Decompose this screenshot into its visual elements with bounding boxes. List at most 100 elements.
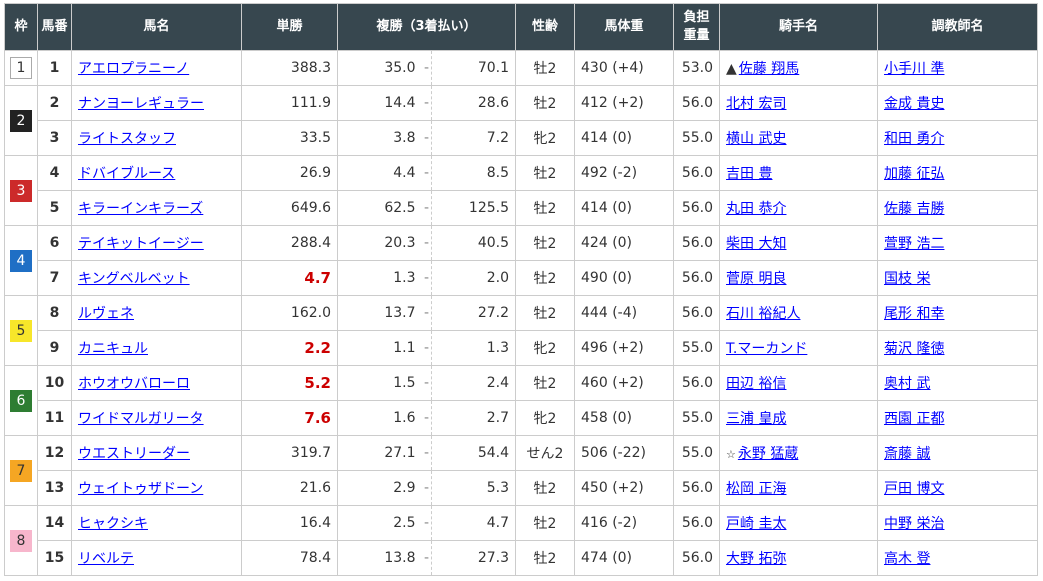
horse-name-link[interactable]: キラーインキラーズ	[78, 201, 204, 217]
table-row: 15 リベルテ 78.4 13.8 -27.3 牡2 474 (0) 56.0 大野 拓弥 高木…	[5, 540, 1039, 576]
place-odds-min-value: 4.4	[393, 165, 416, 181]
horse-name-link[interactable]: ライトスタッフ	[78, 131, 176, 147]
body-weight: 414 (0)	[574, 190, 675, 226]
jockey-link[interactable]: 永野 猛蔵	[737, 446, 799, 462]
horse-name-link[interactable]: ルヴェネ	[78, 306, 134, 322]
place-odds-min-value: 1.5	[393, 375, 416, 391]
apprentice-mark: ▲	[726, 61, 737, 77]
jockey-link[interactable]: 石川 裕紀人	[726, 306, 801, 322]
waku-cell: 3	[4, 155, 38, 226]
horse-name-link[interactable]: ウエストリーダー	[78, 446, 190, 462]
jockey-link[interactable]: 柴田 大知	[726, 236, 787, 252]
place-odds-min-value: 27.1	[384, 445, 416, 461]
waku-badge: 4	[10, 249, 32, 272]
win-odds: 2.2	[241, 330, 338, 366]
horse-name-link[interactable]: テイキットイージー	[78, 236, 204, 252]
waku-cell: 6	[4, 365, 38, 436]
jockey-link[interactable]: 吉田 豊	[726, 166, 773, 182]
place-odds-min: 1.3 -	[337, 260, 432, 296]
trainer-link[interactable]: 国枝 栄	[884, 271, 931, 287]
range-dash: -	[423, 60, 429, 76]
horse-name-link[interactable]: ドバイブルース	[78, 166, 176, 182]
range-dash: -	[423, 270, 429, 286]
header-row: 枠 馬番 馬名 単勝 複勝（3着払い） 性齢 馬体重 負担重量 騎手名 調教師名	[4, 3, 1039, 51]
trainer-link[interactable]: 佐藤 吉勝	[884, 201, 945, 217]
waku-cell: 4	[4, 225, 38, 296]
trainer-link[interactable]: 斎藤 誠	[884, 446, 931, 462]
burden-weight: 53.0	[673, 50, 721, 86]
waku-badge: 2	[10, 109, 32, 132]
place-odds-min-value: 1.3	[393, 270, 416, 286]
horse-number: 5	[37, 190, 72, 226]
body-weight: 496 (+2)	[574, 330, 675, 366]
trainer-link[interactable]: 萱野 浩二	[884, 236, 945, 252]
place-odds-max: 27.3	[431, 540, 517, 576]
range-dash: -	[423, 95, 429, 111]
trainer-link[interactable]: 西園 正都	[884, 411, 945, 427]
horse-number: 4	[37, 155, 72, 191]
jockey-link[interactable]: 松岡 正海	[726, 481, 787, 497]
jockey-link[interactable]: T.マーカンド	[726, 341, 808, 357]
horse-name-cell: ルヴェネ	[71, 295, 242, 331]
jockey-link[interactable]: 三浦 皇成	[726, 411, 787, 427]
trainer-link[interactable]: 金成 貴史	[884, 96, 945, 112]
burden-weight: 56.0	[673, 505, 721, 541]
burden-weight: 56.0	[673, 295, 721, 331]
horse-name-link[interactable]: ウェイトゥザドーン	[78, 481, 204, 497]
horse-name-cell: ワイドマルガリータ	[71, 400, 242, 436]
range-dash: -	[423, 200, 429, 216]
trainer-link[interactable]: 菊沢 隆徳	[884, 341, 945, 357]
range-dash: -	[423, 340, 429, 356]
jockey-link[interactable]: 北村 宏司	[726, 96, 787, 112]
trainer-link[interactable]: 和田 勇介	[884, 131, 945, 147]
burden-weight: 55.0	[673, 435, 721, 471]
horse-name-cell: ライトスタッフ	[71, 120, 242, 156]
trainer-link[interactable]: 高木 登	[884, 551, 931, 567]
jockey-link[interactable]: 大野 拓弥	[726, 551, 787, 567]
trainer-link[interactable]: 尾形 和幸	[884, 306, 945, 322]
place-odds-max: 27.2	[431, 295, 517, 331]
horse-name-link[interactable]: ナンヨーレギュラー	[78, 96, 204, 112]
win-odds: 288.4	[241, 225, 338, 261]
trainer-link[interactable]: 中野 栄治	[884, 516, 945, 532]
jockey-link[interactable]: 佐藤 翔馬	[738, 61, 800, 77]
place-odds-min-value: 13.7	[384, 305, 416, 321]
jockey-link[interactable]: 菅原 明良	[726, 271, 787, 287]
sex-age: 牝2	[515, 400, 576, 436]
jockey-link[interactable]: 丸田 恭介	[726, 201, 787, 217]
place-odds-min-value: 3.8	[393, 130, 416, 146]
waku-badge: 1	[10, 57, 32, 79]
burden-weight: 55.0	[673, 120, 721, 156]
jockey-link[interactable]: 戸崎 圭太	[726, 516, 787, 532]
place-odds-max: 2.7	[431, 400, 517, 436]
trainer-cell: 佐藤 吉勝	[877, 190, 1039, 226]
horse-name-link[interactable]: ホウオウバローロ	[78, 376, 190, 392]
trainer-link[interactable]: 戸田 博文	[884, 481, 945, 497]
place-odds-max: 2.4	[431, 365, 517, 401]
horse-name-link[interactable]: カニキュル	[78, 341, 148, 357]
place-odds-min-value: 2.9	[393, 480, 416, 496]
horse-number: 10	[37, 365, 72, 401]
place-odds-min: 1.5 -	[337, 365, 432, 401]
horse-name-link[interactable]: アエロプラニーノ	[78, 61, 190, 77]
horse-name-link[interactable]: リベルテ	[78, 551, 134, 567]
horse-name-link[interactable]: キングベルベット	[78, 271, 190, 287]
horse-number: 2	[37, 85, 72, 121]
race-odds-table: 枠 馬番 馬名 単勝 複勝（3着払い） 性齢 馬体重 負担重量 騎手名 調教師名…	[4, 3, 1039, 576]
horse-name-link[interactable]: ヒャクシキ	[78, 516, 148, 532]
waku-badge: 7	[10, 459, 32, 482]
jockey-link[interactable]: 田辺 裕信	[726, 376, 787, 392]
place-odds-min: 62.5 -	[337, 190, 432, 226]
jockey-cell: 北村 宏司	[719, 85, 879, 121]
win-odds: 7.6	[241, 400, 338, 436]
jockey-cell: 石川 裕紀人	[719, 295, 879, 331]
table-row: 8 14 ヒャクシキ 16.4 2.5 -4.7 牡2 416 (-2) 56.0 戸崎 圭太中…	[4, 505, 1039, 576]
trainer-link[interactable]: 加藤 征弘	[884, 166, 945, 182]
trainer-link[interactable]: 小手川 準	[884, 61, 945, 77]
win-odds: 5.2	[241, 365, 338, 401]
burden-weight: 56.0	[673, 85, 721, 121]
horse-name-link[interactable]: ワイドマルガリータ	[78, 411, 204, 427]
jockey-link[interactable]: 横山 武史	[726, 131, 787, 147]
trainer-link[interactable]: 奥村 武	[884, 376, 931, 392]
place-odds-min-value: 62.5	[384, 200, 416, 216]
